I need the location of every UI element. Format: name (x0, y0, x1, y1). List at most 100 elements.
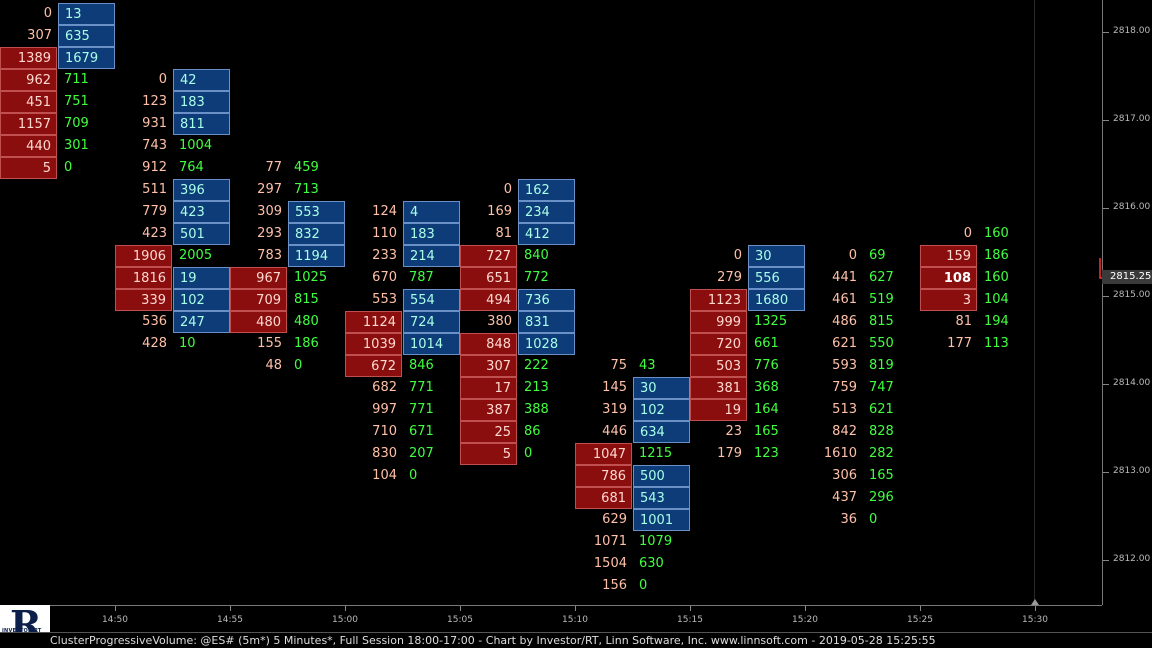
ask-volume-cell: 1679 (58, 47, 115, 69)
bid-volume-cell: 381 (690, 377, 747, 399)
bid-volume-cell: 339 (115, 289, 172, 311)
bid-volume-cell: 437 (832, 490, 857, 505)
bid-volume-cell: 3 (920, 289, 977, 311)
ask-volume-cell: 69 (869, 248, 886, 263)
scroll-up-arrow-icon[interactable] (1031, 599, 1039, 605)
ask-volume-cell: 234 (518, 201, 575, 223)
footprint-chart[interactable]: 0 13 307 635 1389 1679 962 711 451 751 1157 709 440 3… (0, 0, 1102, 605)
price-axis[interactable]: 2818.00 2817.00 2816.00 2815.00 2814.00 2813.… (1102, 0, 1152, 605)
cluster-volume-grid: 0 13 307 635 1389 1679 962 711 451 751 1157 709 440 3… (0, 3, 1009, 593)
bid-volume-cell: 1124 (345, 311, 402, 333)
ask-volume-cell: 828 (869, 424, 894, 439)
ask-volume-cell: 1014 (403, 333, 460, 355)
ask-volume-cell: 1325 (754, 314, 788, 329)
ask-volume-cell: 194 (984, 314, 1009, 329)
bid-volume-cell: 19 (690, 399, 747, 421)
bid-volume-cell: 297 (257, 182, 282, 197)
price-label: 2818.00 (1113, 26, 1151, 36)
time-label: 15:10 (562, 615, 588, 625)
ask-volume-cell: 165 (869, 468, 894, 483)
ask-volume-cell: 543 (633, 487, 690, 509)
ask-volume-cell: 0 (869, 512, 878, 527)
bid-volume-cell: 1039 (345, 333, 402, 355)
ask-volume-cell: 104 (984, 292, 1009, 307)
ask-volume-cell: 713 (294, 182, 319, 197)
bid-volume-cell: 651 (460, 267, 517, 289)
bid-volume-cell: 593 (832, 358, 857, 373)
ask-volume-cell: 247 (173, 311, 230, 333)
price-label: 2815.00 (1113, 290, 1151, 300)
ask-volume-cell: 724 (403, 311, 460, 333)
bid-volume-cell: 912 (142, 160, 167, 175)
bid-volume-cell: 0 (503, 182, 512, 197)
time-tick (690, 606, 691, 611)
time-tick (345, 606, 346, 611)
bid-volume-cell: 486 (832, 314, 857, 329)
price-tick (1103, 120, 1109, 121)
ask-volume-cell: 42 (173, 69, 230, 91)
time-label: 15:00 (332, 615, 358, 625)
ask-volume-cell: 10 (179, 336, 196, 351)
bid-volume-cell: 1389 (0, 47, 57, 69)
ask-volume-cell: 388 (524, 402, 549, 417)
bid-volume-cell: 36 (840, 512, 857, 527)
bid-volume-cell: 110 (372, 226, 397, 241)
bid-volume-cell: 1504 (593, 556, 627, 571)
bid-volume-cell: 997 (372, 402, 397, 417)
price-tick (1103, 384, 1109, 385)
bid-volume-cell: 0 (963, 226, 972, 241)
ask-volume-cell: 102 (633, 399, 690, 421)
bid-volume-cell: 681 (575, 487, 632, 509)
bid-volume-cell: 830 (372, 446, 397, 461)
ask-volume-cell: 113 (984, 336, 1009, 351)
ask-volume-cell: 736 (518, 289, 575, 311)
bid-volume-cell: 25 (460, 421, 517, 443)
time-tick (575, 606, 576, 611)
bid-volume-cell: 743 (142, 138, 167, 153)
ask-volume-cell: 0 (409, 468, 418, 483)
time-tick (920, 606, 921, 611)
bid-volume-cell: 720 (690, 333, 747, 355)
ask-volume-cell: 207 (409, 446, 434, 461)
bid-volume-cell: 709 (230, 289, 287, 311)
logo-text: INVESTOR/RT (2, 628, 42, 634)
ask-volume-cell: 500 (633, 465, 690, 487)
ask-volume-cell: 621 (869, 402, 894, 417)
bid-volume-cell: 710 (372, 424, 397, 439)
price-label: 2812.00 (1113, 554, 1151, 564)
ask-volume-cell: 831 (518, 311, 575, 333)
bid-volume-cell: 319 (602, 402, 627, 417)
bid-volume-cell: 779 (142, 204, 167, 219)
ask-volume-cell: 1004 (179, 138, 213, 153)
time-axis[interactable]: 14:50 14:55 15:00 15:05 15:10 15:15 15:20 15:25… (50, 605, 1102, 633)
price-tick (1103, 208, 1109, 209)
bid-volume-cell: 0 (43, 6, 52, 21)
ask-volume-cell: 627 (869, 270, 894, 285)
bid-volume-cell: 307 (460, 355, 517, 377)
ask-volume-cell: 1001 (633, 509, 690, 531)
ask-volume-cell: 296 (869, 490, 894, 505)
ask-volume-cell: 815 (869, 314, 894, 329)
ask-volume-cell: 0 (294, 358, 303, 373)
ask-volume-cell: 554 (403, 289, 460, 311)
ask-volume-cell: 550 (869, 336, 894, 351)
ask-volume-cell: 1028 (518, 333, 575, 355)
ask-volume-cell: 1025 (294, 270, 328, 285)
ask-volume-cell: 19 (173, 267, 230, 289)
ask-volume-cell: 165 (754, 424, 779, 439)
ask-volume-cell: 30 (748, 245, 805, 267)
ask-volume-cell: 1194 (288, 245, 345, 267)
bid-volume-cell: 1610 (823, 446, 857, 461)
bid-volume-cell: 1157 (0, 113, 57, 135)
bid-volume-cell: 513 (832, 402, 857, 417)
time-tick (115, 606, 116, 611)
ask-volume-cell: 819 (869, 358, 894, 373)
ask-volume-cell: 635 (58, 25, 115, 47)
ask-volume-cell: 764 (179, 160, 204, 175)
ask-volume-cell: 1680 (748, 289, 805, 311)
bid-volume-cell: 17 (460, 377, 517, 399)
ask-volume-cell: 43 (639, 358, 656, 373)
bid-volume-cell: 75 (610, 358, 627, 373)
bid-volume-cell: 536 (142, 314, 167, 329)
ask-volume-cell: 214 (403, 245, 460, 267)
